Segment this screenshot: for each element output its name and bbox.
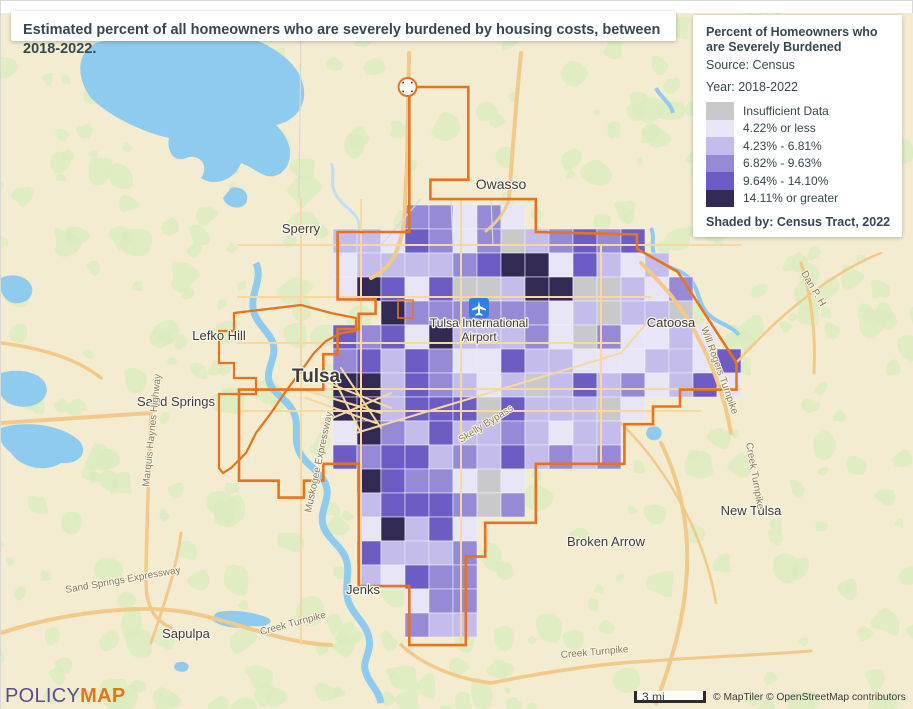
svg-text:Owasso: Owasso — [476, 176, 527, 192]
svg-text:Lefko Hill: Lefko Hill — [192, 328, 246, 343]
svg-text:Catoosa: Catoosa — [647, 315, 696, 330]
svg-text:Broken Arrow: Broken Arrow — [567, 534, 646, 549]
svg-text:Sapulpa: Sapulpa — [162, 626, 210, 641]
svg-text:Jenks: Jenks — [346, 582, 380, 597]
svg-text:Marquis Haynes Highway: Marquis Haynes Highway — [141, 373, 164, 487]
svg-text:Tulsa: Tulsa — [292, 366, 341, 387]
svg-text:New Tulsa: New Tulsa — [721, 503, 782, 518]
svg-text:Creek Turnpike: Creek Turnpike — [259, 610, 328, 638]
svg-text:Tulsa International: Tulsa International — [430, 316, 528, 330]
svg-text:Sperry: Sperry — [282, 221, 321, 236]
svg-text:Airport: Airport — [461, 330, 497, 344]
